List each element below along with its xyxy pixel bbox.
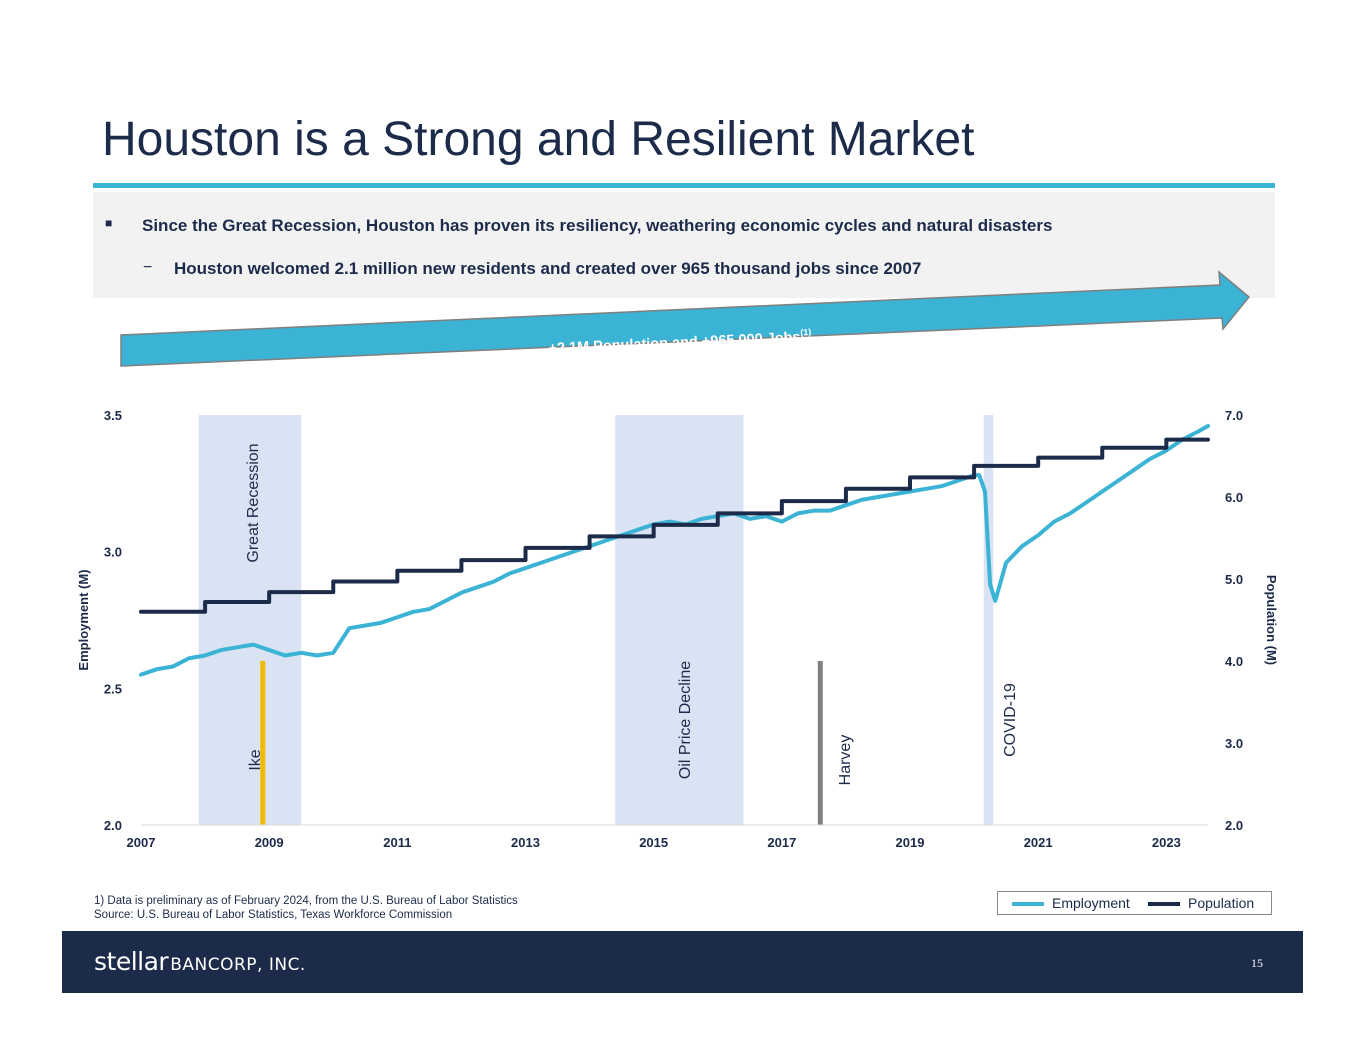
legend-swatch-employment — [1012, 902, 1044, 907]
y-tick-label: 3.5 — [104, 408, 122, 423]
growth-arrow: +2.1M Population and +965,000 Jobs(1) — [120, 270, 1251, 367]
footnote-data-note: 1) Data is preliminary as of February 20… — [94, 895, 518, 907]
y-tick-label: 2.0 — [104, 818, 122, 833]
footnotes: 1) Data is preliminary as of February 20… — [94, 894, 518, 922]
shaded-period-great-recession — [198, 415, 302, 825]
series-line-employment — [139, 423, 1210, 677]
bullet-marker: ■ — [105, 216, 113, 230]
footnote-source: Source: U.S. Bureau of Labor Statistics,… — [94, 909, 453, 921]
period-label-covid-19: COVID-19 — [1002, 683, 1019, 757]
page-number: 15 — [1251, 956, 1263, 970]
y2-tick-label: 7.0 — [1225, 408, 1243, 423]
event-label-ike: Ike — [247, 749, 264, 770]
y2-tick-label: 4.0 — [1225, 654, 1243, 669]
logo-wordmark: stellar — [94, 947, 169, 976]
bullet-resiliency: Since the Great Recession, Houston has p… — [142, 216, 1053, 235]
legend-item-employment: Employment — [1012, 895, 1130, 911]
y2-tick-label: 6.0 — [1225, 490, 1243, 505]
x-tick-label: 2013 — [511, 835, 540, 850]
period-label-great-recession: Great Recession — [245, 443, 262, 562]
event-label-harvey: Harvey — [837, 735, 854, 786]
sub-bullet-marker: − — [143, 259, 153, 276]
x-tick-label: 2023 — [1152, 835, 1181, 850]
logo-subtitle: BANCORP, INC. — [170, 955, 306, 975]
x-tick-label: 2017 — [767, 835, 796, 850]
key-points-box — [93, 192, 1275, 298]
x-tick-label: 2011 — [383, 835, 411, 850]
series-line-population — [139, 437, 1210, 614]
y2-tick-label: 5.0 — [1225, 572, 1243, 587]
x-tick-label: 2019 — [896, 835, 925, 850]
chart-legend: Employment Population — [997, 891, 1272, 915]
y2-tick-label: 3.0 — [1225, 736, 1243, 751]
x-tick-label: 2021 — [1024, 835, 1053, 850]
y-tick-label: 3.0 — [104, 545, 122, 560]
y2-tick-label: 2.0 — [1225, 818, 1243, 833]
x-tick-label: 2009 — [255, 835, 284, 850]
shaded-period-oil-price-decline — [615, 415, 744, 825]
legend-label-employment: Employment — [1052, 895, 1130, 911]
legend-label-population: Population — [1188, 895, 1255, 911]
title-underline — [93, 183, 1275, 188]
y2-axis-title: Population (M) — [1264, 575, 1279, 665]
bullet-growth: Houston welcomed 2.1 million new residen… — [174, 259, 922, 278]
company-logo: stellar BANCORP, INC. — [94, 947, 306, 976]
footer-bar: stellar BANCORP, INC. 15 — [62, 931, 1303, 993]
x-tick-label: 2007 — [127, 835, 156, 850]
legend-item-population: Population — [1148, 895, 1254, 911]
x-tick-label: 2015 — [639, 835, 668, 850]
event-marker-harvey — [817, 661, 823, 825]
shaded-period-covid-19 — [983, 415, 994, 825]
y-axis-title: Employment (M) — [76, 569, 91, 670]
legend-swatch-population — [1148, 902, 1180, 907]
slide-title: Houston is a Strong and Resilient Market — [102, 113, 975, 166]
y-tick-label: 2.5 — [104, 681, 122, 696]
period-label-oil-price-decline: Oil Price Decline — [677, 661, 694, 779]
event-marker-ike — [260, 661, 266, 825]
